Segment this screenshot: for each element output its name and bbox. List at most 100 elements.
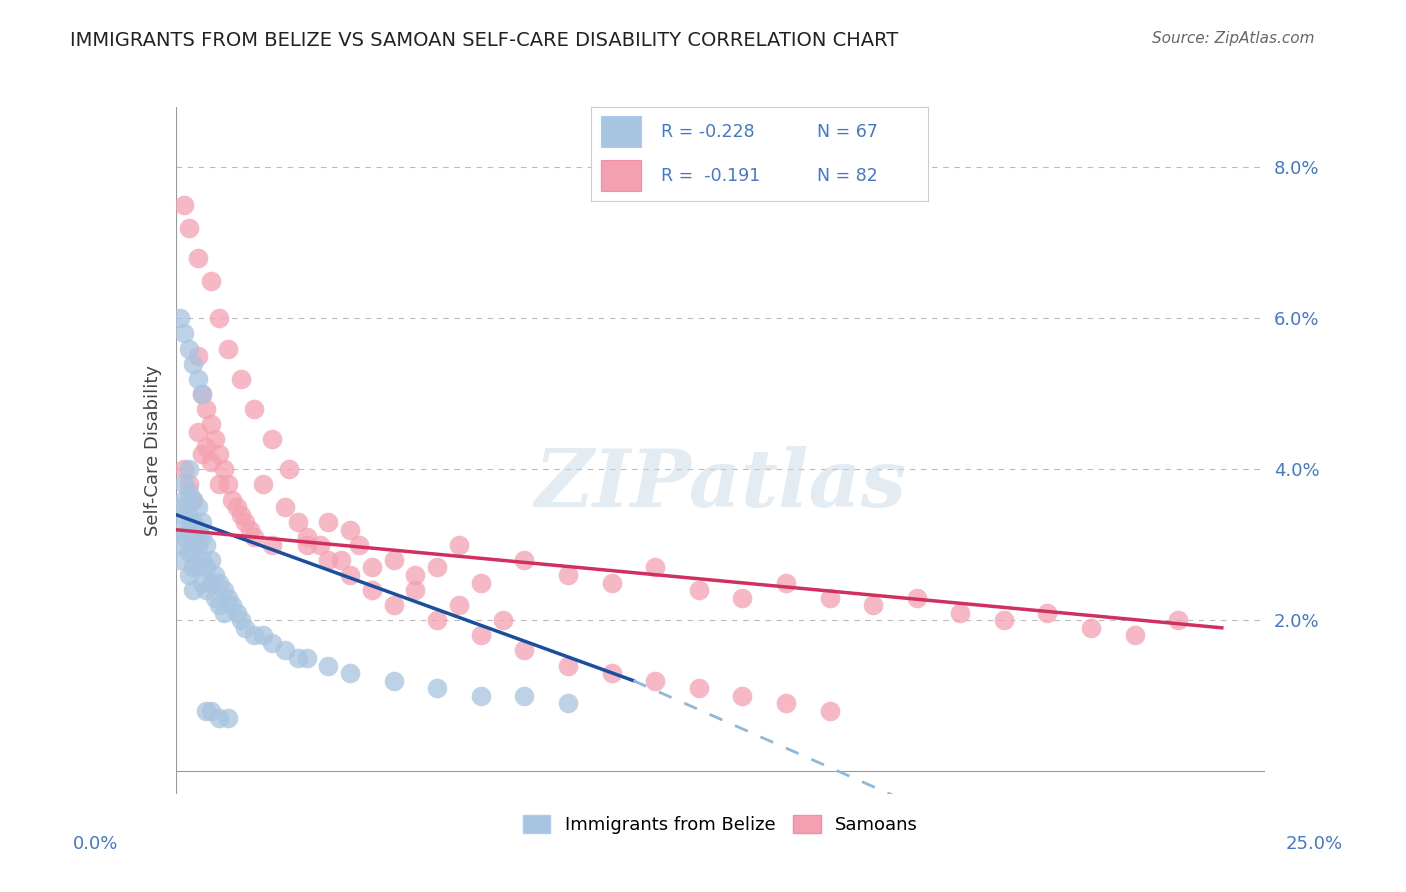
Point xyxy=(260,636,283,650)
Point xyxy=(173,508,195,522)
Point xyxy=(644,560,666,574)
Point xyxy=(186,523,209,537)
Point xyxy=(287,515,309,529)
Point xyxy=(470,575,492,590)
Point xyxy=(186,538,209,552)
Point xyxy=(295,538,318,552)
Point xyxy=(181,545,204,559)
Point xyxy=(212,606,235,620)
Point xyxy=(243,401,266,416)
Point xyxy=(177,462,200,476)
Point xyxy=(208,477,231,491)
Point xyxy=(775,575,797,590)
Point xyxy=(212,462,235,476)
Point xyxy=(600,666,623,681)
Point xyxy=(217,591,239,605)
Point xyxy=(557,696,579,710)
Point xyxy=(200,575,222,590)
Point xyxy=(181,492,204,507)
Point xyxy=(688,583,710,598)
Point xyxy=(470,628,492,642)
Point xyxy=(191,447,214,461)
Text: IMMIGRANTS FROM BELIZE VS SAMOAN SELF-CARE DISABILITY CORRELATION CHART: IMMIGRANTS FROM BELIZE VS SAMOAN SELF-CA… xyxy=(70,31,898,50)
Text: N = 82: N = 82 xyxy=(817,167,877,185)
Point xyxy=(818,704,841,718)
Point xyxy=(557,568,579,582)
Point xyxy=(177,523,200,537)
Point xyxy=(426,560,449,574)
Point xyxy=(177,477,200,491)
Point xyxy=(177,508,200,522)
Point xyxy=(212,583,235,598)
Point xyxy=(557,658,579,673)
Text: R = -0.228: R = -0.228 xyxy=(661,123,755,141)
Point xyxy=(186,372,209,386)
Point xyxy=(260,432,283,446)
Point xyxy=(513,643,536,657)
Point xyxy=(169,523,191,537)
Point xyxy=(225,606,247,620)
Point xyxy=(382,553,405,567)
Point xyxy=(204,591,226,605)
Point xyxy=(405,583,427,598)
Legend: Immigrants from Belize, Samoans: Immigrants from Belize, Samoans xyxy=(515,805,927,843)
Point xyxy=(231,508,253,522)
Point xyxy=(600,575,623,590)
Point xyxy=(204,568,226,582)
Point xyxy=(949,606,972,620)
Point xyxy=(231,372,253,386)
Point xyxy=(862,598,884,612)
Point xyxy=(191,553,214,567)
Point xyxy=(195,560,218,574)
Point xyxy=(186,500,209,514)
Point xyxy=(470,689,492,703)
Point xyxy=(177,342,200,356)
Point xyxy=(252,477,274,491)
Point xyxy=(204,432,226,446)
FancyBboxPatch shape xyxy=(600,161,641,191)
Point xyxy=(169,538,191,552)
Point xyxy=(169,553,191,567)
Point xyxy=(186,251,209,265)
Point xyxy=(195,538,218,552)
Point xyxy=(186,349,209,363)
Point xyxy=(274,643,297,657)
Point xyxy=(308,538,330,552)
Point xyxy=(382,673,405,688)
FancyBboxPatch shape xyxy=(600,116,641,147)
Point xyxy=(644,673,666,688)
Point xyxy=(173,530,195,544)
Point xyxy=(775,696,797,710)
Point xyxy=(382,598,405,612)
Point xyxy=(274,500,297,514)
Point xyxy=(208,711,231,725)
Point xyxy=(1080,621,1102,635)
Point xyxy=(186,560,209,574)
Text: R =  -0.191: R = -0.191 xyxy=(661,167,761,185)
Point xyxy=(173,198,195,212)
Point xyxy=(513,689,536,703)
Point xyxy=(243,530,266,544)
Point xyxy=(191,387,214,401)
Text: 0.0%: 0.0% xyxy=(73,835,118,853)
Point xyxy=(260,538,283,552)
Point xyxy=(295,651,318,665)
Text: Source: ZipAtlas.com: Source: ZipAtlas.com xyxy=(1152,31,1315,46)
Point xyxy=(200,274,222,288)
Point xyxy=(221,492,243,507)
Point xyxy=(447,538,470,552)
Point xyxy=(243,628,266,642)
Point xyxy=(905,591,928,605)
Point xyxy=(208,575,231,590)
Point xyxy=(173,462,195,476)
Point xyxy=(181,492,204,507)
Point xyxy=(181,515,204,529)
Point xyxy=(181,583,204,598)
Point xyxy=(339,568,361,582)
Point xyxy=(195,401,218,416)
Point xyxy=(347,538,370,552)
Point xyxy=(360,560,382,574)
Point xyxy=(177,568,200,582)
Point xyxy=(208,447,231,461)
Point xyxy=(200,417,222,431)
